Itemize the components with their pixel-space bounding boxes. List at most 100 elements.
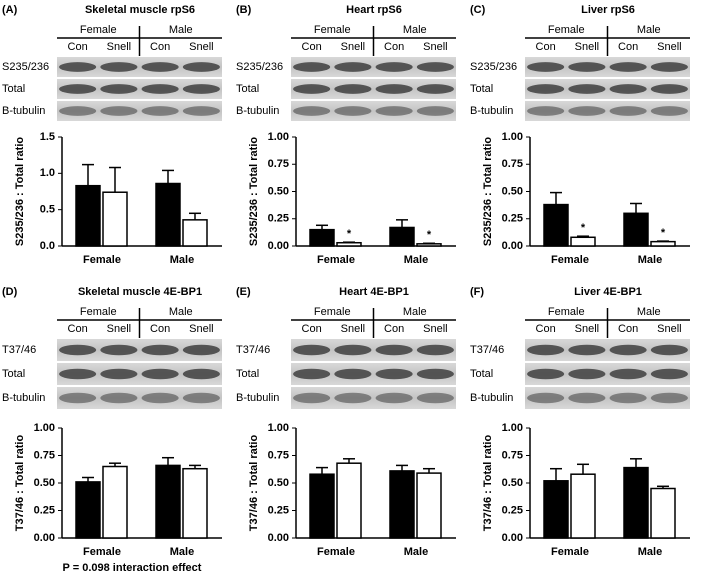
lane-label: Snell: [657, 41, 681, 53]
bar: [570, 236, 596, 247]
blot-band: [100, 106, 138, 116]
lane-label: Snell: [575, 41, 599, 53]
blot-band: [568, 106, 606, 116]
blot-strip: [525, 339, 690, 361]
blot-row-label: S235/236: [2, 61, 49, 73]
y-tick-label: 0.00: [268, 240, 289, 252]
blot-band: [293, 62, 331, 72]
blot-band: [416, 344, 454, 356]
y-tick-label: 0.50: [268, 185, 289, 197]
blot-band: [334, 392, 372, 404]
lane-label: Con: [302, 323, 322, 335]
blot-band: [375, 368, 413, 380]
blot-band: [59, 62, 97, 72]
panel-label: (F): [470, 286, 484, 298]
blot-band: [182, 368, 220, 380]
blot-band: [650, 344, 688, 356]
blot-row-label: Total: [236, 83, 259, 95]
blot-strip: [57, 387, 222, 409]
bar: [570, 473, 596, 539]
blot-band: [375, 106, 413, 116]
y-tick-label: 0.0: [40, 240, 55, 252]
y-tick-label: 0.25: [268, 213, 289, 225]
x-tick-label: Male: [404, 546, 428, 558]
group-label: Female: [548, 24, 585, 36]
blot-row-label: S235/236: [470, 61, 517, 73]
blot-row-label: Total: [236, 368, 259, 380]
blot-band: [650, 106, 688, 116]
x-tick-label: Female: [551, 254, 589, 266]
blot-band: [293, 84, 331, 94]
panel-label: (D): [2, 286, 18, 298]
blot-band: [182, 392, 220, 404]
blot-band: [141, 62, 179, 72]
blot-strip: [57, 101, 222, 121]
blot-row-label: Total: [2, 83, 25, 95]
blot-band: [182, 84, 220, 94]
blot-band: [568, 344, 606, 356]
blot-strip: [525, 101, 690, 121]
y-axis-label: S235/236 : Total ratio: [14, 137, 26, 247]
blot-strip: [291, 339, 456, 361]
y-tick-label: 0.50: [502, 185, 523, 197]
lane-label: Con: [384, 41, 404, 53]
panel-title: Skeletal muscle 4E-BP1: [78, 286, 202, 298]
bar: [389, 470, 415, 539]
bar: [543, 203, 569, 247]
y-tick-label: 0.75: [268, 158, 289, 170]
bar: [543, 480, 569, 539]
blot-band: [100, 392, 138, 404]
x-tick-label: Female: [83, 546, 121, 558]
bar: [102, 191, 128, 247]
blot-band: [527, 344, 565, 356]
blot-band: [609, 106, 647, 116]
blot-row-label: B-tubulin: [236, 105, 279, 117]
panel-label: (A): [2, 4, 18, 16]
lane-label: Snell: [657, 323, 681, 335]
blot-row-label: B-tubulin: [236, 392, 279, 404]
group-label: Female: [314, 24, 351, 36]
group-label: Male: [637, 306, 661, 318]
blot-band: [609, 392, 647, 404]
blot-band: [293, 344, 331, 356]
x-tick-label: Male: [638, 546, 662, 558]
bar: [336, 241, 362, 247]
blot-band: [59, 392, 97, 404]
group-label: Female: [80, 24, 117, 36]
bar: [155, 182, 181, 247]
y-tick-label: 1.0: [40, 167, 55, 179]
y-tick-label: 0.75: [34, 449, 55, 461]
y-tick-label: 0.25: [502, 213, 523, 225]
blot-band: [334, 84, 372, 94]
panel-title: Liver 4E-BP1: [574, 286, 642, 298]
annotation: *: [661, 227, 666, 239]
x-tick-label: Female: [83, 254, 121, 266]
blot-band: [650, 368, 688, 380]
y-tick-label: 1.00: [268, 131, 289, 143]
blot-strip: [291, 363, 456, 385]
bar: [623, 466, 649, 539]
blot-strip: [291, 79, 456, 99]
panel-title: Heart rpS6: [346, 4, 402, 16]
blot-row-label: Total: [470, 83, 493, 95]
blot-band: [182, 106, 220, 116]
lane-label: Con: [618, 41, 638, 53]
blot-row-label: B-tubulin: [2, 105, 45, 117]
annotation: *: [427, 229, 432, 241]
annotation: *: [581, 222, 586, 234]
group-label: Female: [314, 306, 351, 318]
blot-band: [375, 62, 413, 72]
blot-band: [141, 106, 179, 116]
x-tick-label: Female: [317, 546, 355, 558]
bar: [182, 467, 208, 539]
bar: [336, 462, 362, 539]
lane-label: Con: [384, 323, 404, 335]
blot-band: [59, 368, 97, 380]
blot-row-label: B-tubulin: [2, 392, 45, 404]
lane-label: Con: [68, 323, 88, 335]
blot-band: [650, 392, 688, 404]
blot-band: [334, 106, 372, 116]
blot-band: [609, 368, 647, 380]
blot-band: [293, 392, 331, 404]
x-tick-label: Female: [317, 254, 355, 266]
